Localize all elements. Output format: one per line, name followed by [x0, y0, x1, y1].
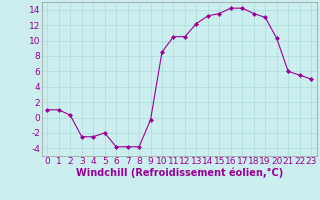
X-axis label: Windchill (Refroidissement éolien,°C): Windchill (Refroidissement éolien,°C)	[76, 168, 283, 178]
